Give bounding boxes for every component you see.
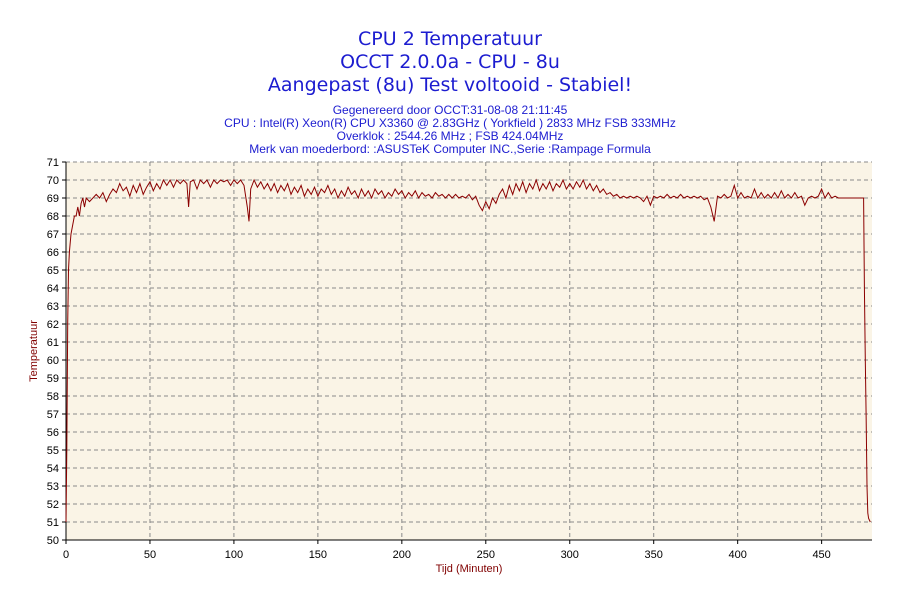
y-tick-label: 62: [47, 319, 59, 331]
x-axis-ticks: 0 50 100 150 200 250 300 350 400 450: [63, 540, 831, 561]
x-tick-label: 250: [477, 549, 495, 561]
x-tick-label: 300: [561, 549, 579, 561]
y-axis-label: Temperatuur: [28, 320, 40, 382]
y-tick-label: 50: [47, 535, 59, 547]
y-tick-label: 56: [47, 427, 59, 439]
y-tick-label: 57: [47, 409, 59, 421]
series-line: [65, 178, 871, 523]
x-tick-label: 200: [393, 549, 411, 561]
subtitle-overclock: Overklok : 2544.26 MHz ; FSB 424.04MHz: [337, 129, 564, 143]
y-tick-label: 63: [47, 301, 59, 313]
y-tick-label: 59: [47, 373, 59, 385]
y-tick-label: 66: [47, 247, 59, 259]
y-tick-label: 69: [47, 193, 59, 205]
y-tick-label: 68: [47, 211, 59, 223]
subtitle-generated: Gegenereerd door OCCT:31-08-08 21:11:45: [333, 103, 568, 117]
subtitle-motherboard: Merk van moederbord: :ASUSTeK Computer I…: [249, 142, 651, 156]
x-tick-label: 0: [63, 549, 69, 561]
chart-title: CPU 2 Temperatuur: [358, 28, 542, 50]
y-tick-label: 51: [47, 517, 59, 529]
x-axis-label: Tijd (Minuten): [436, 563, 503, 575]
y-tick-label: 55: [47, 445, 59, 457]
chart-title-line-2: OCCT 2.0.0a - CPU - 8u: [340, 51, 560, 73]
y-tick-label: 53: [47, 481, 59, 493]
x-tick-label: 400: [728, 549, 746, 561]
y-tick-label: 60: [47, 355, 59, 367]
x-tick-label: 150: [309, 549, 327, 561]
y-tick-label: 70: [47, 175, 59, 187]
y-tick-label: 52: [47, 499, 59, 511]
y-tick-label: 64: [47, 283, 59, 295]
y-tick-label: 65: [47, 265, 59, 277]
y-tick-label: 71: [47, 157, 59, 169]
subtitle-cpu: CPU : Intel(R) Xeon(R) CPU X3360 @ 2.83G…: [224, 116, 676, 130]
y-tick-label: 61: [47, 337, 59, 349]
x-tick-label: 350: [645, 549, 663, 561]
y-tick-label: 67: [47, 229, 59, 241]
y-axis-ticks: 50 51 52 53 54 55 56 57 58 59 60 61 62 63 64 65 66 67 68 69…: [47, 157, 66, 547]
x-tick-label: 100: [225, 549, 243, 561]
y-tick-label: 54: [47, 463, 59, 475]
x-tick-label: 450: [812, 549, 830, 561]
x-tick-label: 50: [144, 549, 156, 561]
y-tick-label: 58: [47, 391, 59, 403]
chart-title-line-3: Aangepast (8u) Test voltooid - Stabiel!: [268, 74, 632, 96]
plot-area: [66, 162, 872, 540]
